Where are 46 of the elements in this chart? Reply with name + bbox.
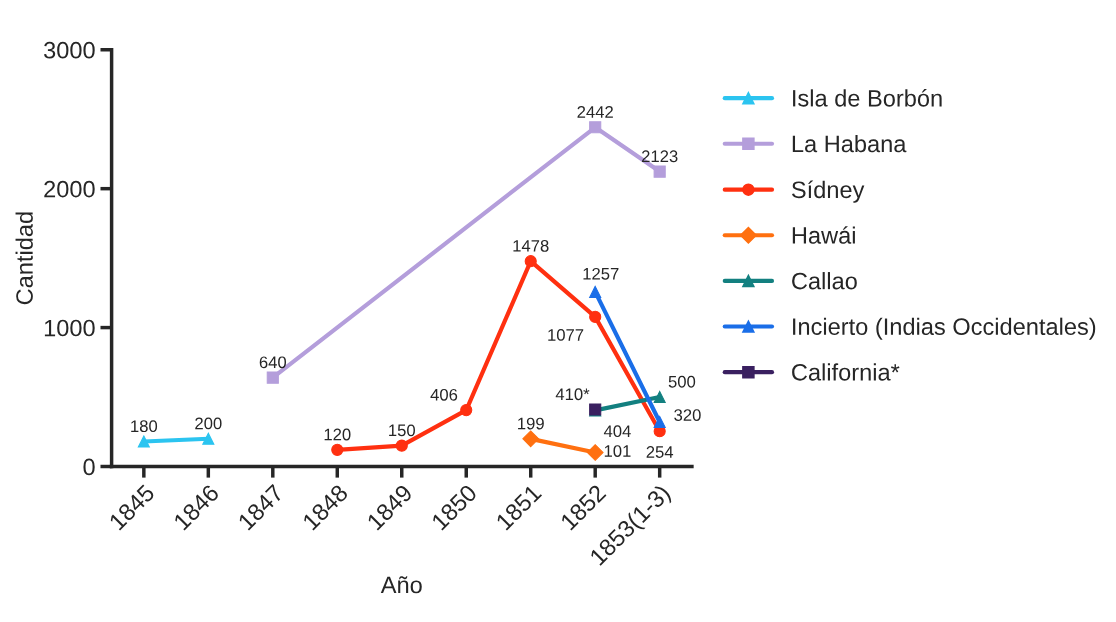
- point: [586, 444, 604, 461]
- x-axis-title: Año: [380, 576, 422, 594]
- y-tick-label: 0: [83, 458, 95, 476]
- data-label: 406: [430, 388, 458, 401]
- point: [137, 435, 150, 448]
- point: [589, 285, 602, 298]
- point: [331, 443, 344, 456]
- point: [589, 121, 602, 134]
- y-tick-label: 3000: [44, 41, 95, 59]
- point: [653, 390, 666, 404]
- point: [266, 371, 279, 384]
- data-label: 199: [518, 417, 544, 430]
- legend-label: California*: [792, 363, 900, 381]
- legend-label: Callao: [792, 272, 857, 290]
- y-axis-title: Cantidad: [15, 212, 33, 305]
- point: [653, 415, 666, 429]
- data-label: 1077: [548, 329, 584, 341]
- legend-label: Sídney: [791, 180, 865, 203]
- data-label: 2442: [577, 106, 613, 118]
- y-tick-label: 2000: [44, 180, 95, 198]
- data-label: 410*: [555, 388, 590, 401]
- data-label: 500: [668, 375, 696, 388]
- legend-label: Isla de Borbón: [793, 89, 942, 107]
- data-label: 640: [259, 356, 287, 369]
- legend-label: Incierto (Indias Occidentales): [793, 317, 1096, 340]
- point: [653, 165, 666, 178]
- data-label: 404: [603, 425, 631, 438]
- point: [524, 255, 537, 268]
- point: [589, 310, 602, 323]
- y-tick-label: 1000: [44, 319, 95, 337]
- data-label: 150: [389, 424, 416, 437]
- data-label: 2123: [641, 150, 678, 163]
- point: [202, 432, 215, 445]
- point: [460, 404, 473, 417]
- legend-label: Hawái: [792, 226, 855, 244]
- data-label: 320: [674, 409, 701, 421]
- data-label: 101: [604, 445, 631, 457]
- data-label: 200: [195, 417, 222, 430]
- data-label: 1478: [513, 239, 549, 252]
- point: [395, 439, 408, 452]
- legend-label: La Habana: [792, 134, 907, 153]
- data-label: 254: [646, 446, 674, 458]
- data-label: 120: [324, 428, 351, 441]
- data-label: 180: [131, 420, 158, 433]
- point: [522, 430, 540, 448]
- data-label: 1257: [583, 267, 619, 280]
